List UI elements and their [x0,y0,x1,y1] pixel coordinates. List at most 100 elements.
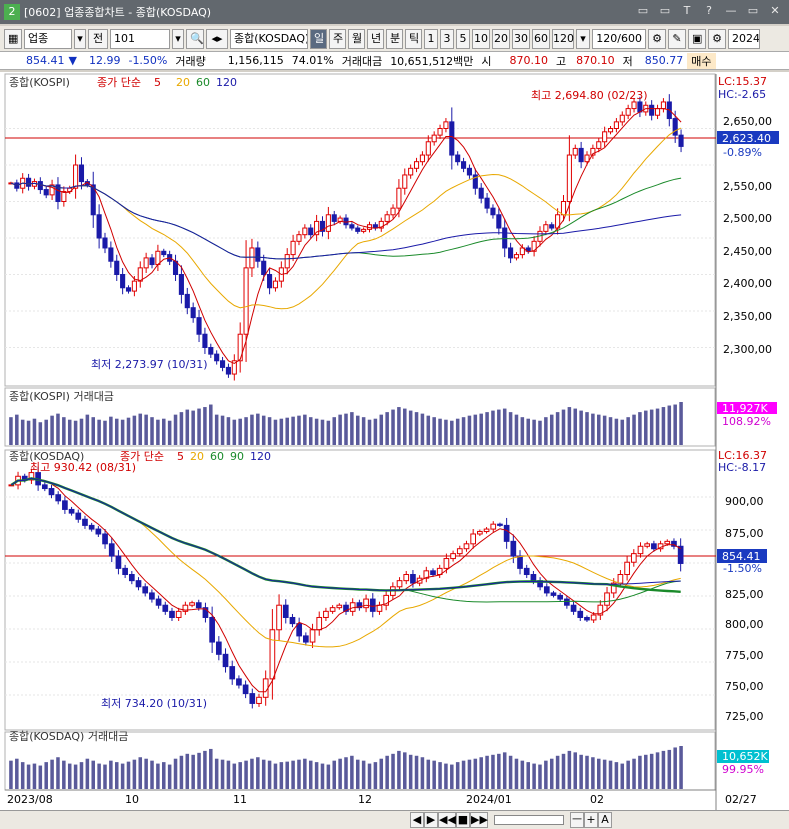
prev-next-icon[interactable]: ◂▸ [206,28,228,49]
kosdaq-candle-body [624,561,630,576]
kosdaq-candle-body [590,614,597,621]
kosdaq-volume-bar [491,754,495,789]
kospi-volume-bar [579,410,583,445]
kospi-candle-body [343,217,349,226]
amount-label: 거래대금 [341,54,383,68]
kosdaq-candle-body [356,602,363,609]
interval-1-button[interactable]: 1 [424,28,438,49]
kosdaq-candle-body [249,693,256,704]
code-input[interactable]: 101 [110,28,170,49]
kosdaq-candle-body [564,598,570,606]
interval-30-button[interactable]: 30 [512,28,530,49]
close-icon[interactable]: ✕ [770,4,780,17]
kospi-volume-bar [450,420,454,445]
settings-a-icon[interactable]: ⚙ [648,28,666,49]
interval-20-button[interactable]: 20 [492,28,510,49]
kospi-candle-body [96,214,102,239]
chart-area[interactable]: 종합(KOSPI) 종가 단순 5 20 60 120 최고 2,694.80 … [0,72,789,820]
scroll-first-icon[interactable]: ◀◀ [438,812,456,828]
interval-3-button[interactable]: 3 [440,28,454,49]
period-minute-tab[interactable]: 분 [386,28,403,49]
kospi-volume-bar [438,418,442,445]
kosdaq-candle-body [523,567,530,576]
scroll-last-icon[interactable]: ▶▶ [470,812,488,828]
period-tick-tab[interactable]: 틱 [405,28,422,49]
interval-10-button[interactable]: 10 [472,28,490,49]
scroll-right-icon[interactable]: ▶ [424,812,438,828]
chart-svg[interactable]: 종합(KOSPI) 종가 단순 5 20 60 120 최고 2,694.80 … [0,72,789,810]
draw-tool-icon[interactable]: ✎ [668,28,686,49]
copy-window-icon[interactable]: ▭ [659,4,671,17]
gear-icon[interactable]: ⚙ [708,28,726,49]
market-dropdown-icon[interactable]: ▾ [74,28,86,49]
kosdaq-volume-bar [232,763,237,789]
buy-button[interactable]: 매수 [687,52,716,69]
scroll-left-icon[interactable]: ◀ [410,812,424,828]
kosdaq-volume-bar [38,765,43,789]
kosdaq-candle-body [369,598,376,612]
period-month-tab[interactable]: 월 [348,28,365,49]
kospi-ma5-line [10,108,682,364]
panel-toggle-icon[interactable]: ▦ [4,28,22,49]
kospi-candle-body [202,333,208,348]
stop-icon[interactable]: ■ [456,812,470,828]
kosdaq-volume-bar [432,760,436,789]
text-size-icon[interactable]: T [683,4,691,17]
kosdaq-candle-body [229,666,236,680]
kospi-candle-body [184,293,190,309]
open-value: 870.10 [509,54,549,67]
interval-5-button[interactable]: 5 [456,28,470,49]
date-field[interactable]: 2024/ [728,28,760,49]
kosdaq-candle-body [175,610,182,618]
kosdaq-volume-bar [544,760,548,789]
kosdaq-candle-body [403,574,410,582]
kosdaq-candle-body [483,528,490,533]
zoom-slider[interactable] [494,815,564,825]
period-year-tab[interactable]: 년 [367,28,384,49]
kospi-candle-body [255,247,261,262]
kosdaq-volume-bar [97,763,101,789]
kospi-volume-bar [85,414,90,445]
period-week-tab[interactable]: 주 [329,28,346,49]
help-icon[interactable]: ? [706,4,712,17]
interval-dropdown-icon[interactable]: ▾ [576,28,590,49]
kospi-volume-bar [179,412,184,445]
kosdaq-volume-bar [332,760,337,789]
kosdaq-volume-bar [408,754,413,789]
kospi-candle-body [131,280,137,292]
link-window-icon[interactable]: ▭ [637,4,649,17]
volume-label: 거래량 [175,54,206,68]
kospi-hc-label: HC:-2.65 [718,88,766,101]
kospi-volume-bar [138,413,143,445]
code-dropdown-icon[interactable]: ▾ [172,28,184,49]
kospi-volume-bar [526,418,530,445]
x-label-12: 12 [358,793,372,806]
maximize-icon[interactable]: ▭ [747,4,759,17]
kosdaq-volume-bar [426,759,431,789]
kospi-volume-bar [126,417,131,445]
kosdaq-ma5-line [11,477,681,693]
period-day-tab[interactable]: 일 [310,28,327,49]
kospi-candle-body [61,191,67,203]
zoom-in-icon[interactable]: + [584,812,598,828]
interval-60-button[interactable]: 60 [532,28,550,49]
zoom-out-icon[interactable]: ㅡ [570,812,584,828]
market-select[interactable]: 업종 [24,28,72,49]
chart-scrollbar[interactable]: ◀ ▶ ◀◀ ■ ▶▶ ㅡ + A [0,810,789,829]
auto-scale-icon[interactable]: A [598,812,612,828]
kosdaq-ma120-label: 120 [250,450,271,463]
minimize-icon[interactable]: — [725,4,737,17]
kospi-candle-body [455,154,461,163]
kosdaq-volume-bar [185,753,190,789]
market-code-button[interactable]: 전 [88,28,108,49]
count-field[interactable]: 120/600 [592,28,646,49]
kospi-candle-body [261,260,267,276]
interval-120-button[interactable]: 120 [552,28,574,49]
save-icon[interactable]: ▣ [688,28,706,49]
kospi-volume-bar [167,420,172,445]
kosdaq-candle-body [242,684,249,695]
kospi-volume-bar [226,417,231,445]
search-icon[interactable]: 🔍 [186,28,204,49]
kospi-candle-body [284,254,290,269]
kospi-volume-bar [338,414,342,445]
